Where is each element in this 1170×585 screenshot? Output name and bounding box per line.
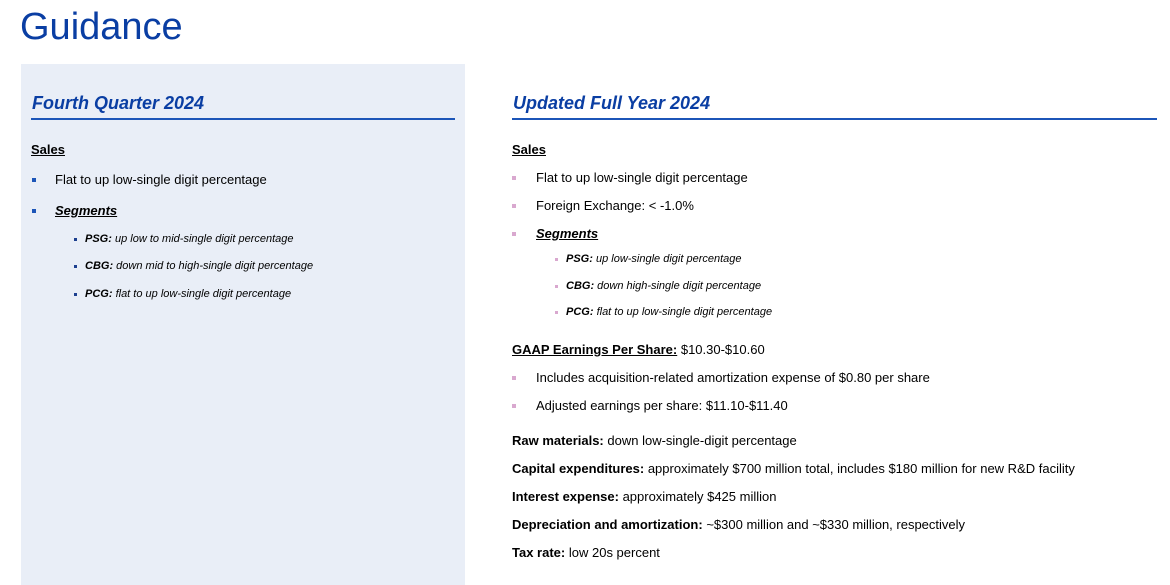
fy-adjusted-eps-item: Adjusted earnings per share: $11.10-$11.… xyxy=(536,398,788,413)
bullet-icon xyxy=(512,204,516,208)
bullet-icon xyxy=(32,178,36,182)
bullet-icon xyxy=(555,258,558,261)
item-label: Raw materials: xyxy=(512,433,604,448)
segment-text: flat to up low-single digit percentage xyxy=(115,288,292,300)
segment-text: up low to mid-single digit percentage xyxy=(114,233,294,245)
q4-sales-label: Sales xyxy=(31,142,65,157)
item-value: approximately $700 million total, includ… xyxy=(647,461,1075,476)
item-label: Tax rate: xyxy=(512,545,566,560)
fy-eps-line: GAAP Earnings Per Share: $10.30-$10.60 xyxy=(512,342,765,357)
fy-fx-item: Foreign Exchange: < -1.0% xyxy=(536,198,694,213)
item-value: low 20s percent xyxy=(568,545,660,560)
bullet-icon xyxy=(512,232,516,236)
q4-heading-rule xyxy=(31,118,455,120)
bullet-icon xyxy=(512,176,516,180)
eps-label: GAAP Earnings Per Share: xyxy=(512,342,678,357)
fy-sales-item: Flat to up low-single digit percentage xyxy=(536,170,748,185)
fy-segments-label: Segments xyxy=(536,226,599,241)
bullet-icon xyxy=(74,265,77,268)
segment-name: PCG: xyxy=(85,288,113,300)
item-label: Capital expenditures: xyxy=(512,461,645,476)
fy-eps-item: Includes acquisition-related amortizatio… xyxy=(536,370,930,385)
item-value: ~$300 million and ~$330 million, respect… xyxy=(706,517,966,532)
segment-name: PSG: xyxy=(566,253,593,265)
fy-capex: Capital expenditures: approximately $700… xyxy=(512,461,1075,476)
segment-text: flat to up low-single digit percentage xyxy=(596,306,773,318)
q4-segment-pcg: PCG: flat to up low-single digit percent… xyxy=(85,288,291,300)
bullet-icon xyxy=(32,209,36,213)
segment-name: PSG: xyxy=(85,233,112,245)
fy-tax-rate: Tax rate: low 20s percent xyxy=(512,545,660,560)
fy-segment-cbg: CBG: down high-single digit percentage xyxy=(566,280,761,292)
fy-heading: Updated Full Year 2024 xyxy=(513,93,711,113)
segment-name: PCG: xyxy=(566,306,594,318)
segment-text: up low-single digit percentage xyxy=(595,253,742,265)
bullet-icon xyxy=(512,376,516,380)
page-title: Guidance xyxy=(20,6,183,48)
fy-sales-label: Sales xyxy=(512,142,546,157)
fy-segment-psg: PSG: up low-single digit percentage xyxy=(566,253,742,265)
bullet-icon xyxy=(512,404,516,408)
q4-segments-label: Segments xyxy=(55,203,118,218)
bullet-icon xyxy=(74,293,77,296)
q4-heading: Fourth Quarter 2024 xyxy=(32,93,205,113)
segment-name: CBG: xyxy=(85,260,114,272)
segment-text: down mid to high-single digit percentage xyxy=(116,260,314,272)
item-label: Depreciation and amortization: xyxy=(512,517,703,532)
bullet-icon xyxy=(555,311,558,314)
segment-text: down high-single digit percentage xyxy=(597,280,762,292)
fy-raw-materials: Raw materials: down low-single-digit per… xyxy=(512,433,797,448)
q4-panel xyxy=(21,64,465,585)
item-value: down low-single-digit percentage xyxy=(607,433,797,448)
item-value: approximately $425 million xyxy=(622,489,777,504)
q4-segment-cbg: CBG: down mid to high-single digit perce… xyxy=(85,260,313,272)
q4-segment-psg: PSG: up low to mid-single digit percenta… xyxy=(85,233,294,245)
bullet-icon xyxy=(74,238,77,241)
item-label: Interest expense: xyxy=(512,489,619,504)
fy-heading-rule xyxy=(512,118,1157,120)
bullet-icon xyxy=(555,285,558,288)
fy-interest-expense: Interest expense: approximately $425 mil… xyxy=(512,489,776,504)
segment-name: CBG: xyxy=(566,280,595,292)
fy-segment-pcg: PCG: flat to up low-single digit percent… xyxy=(566,306,772,318)
q4-sales-item: Flat to up low-single digit percentage xyxy=(55,172,267,187)
fy-depreciation: Depreciation and amortization: ~$300 mil… xyxy=(512,517,965,532)
eps-value: $10.30-$10.60 xyxy=(680,342,765,357)
